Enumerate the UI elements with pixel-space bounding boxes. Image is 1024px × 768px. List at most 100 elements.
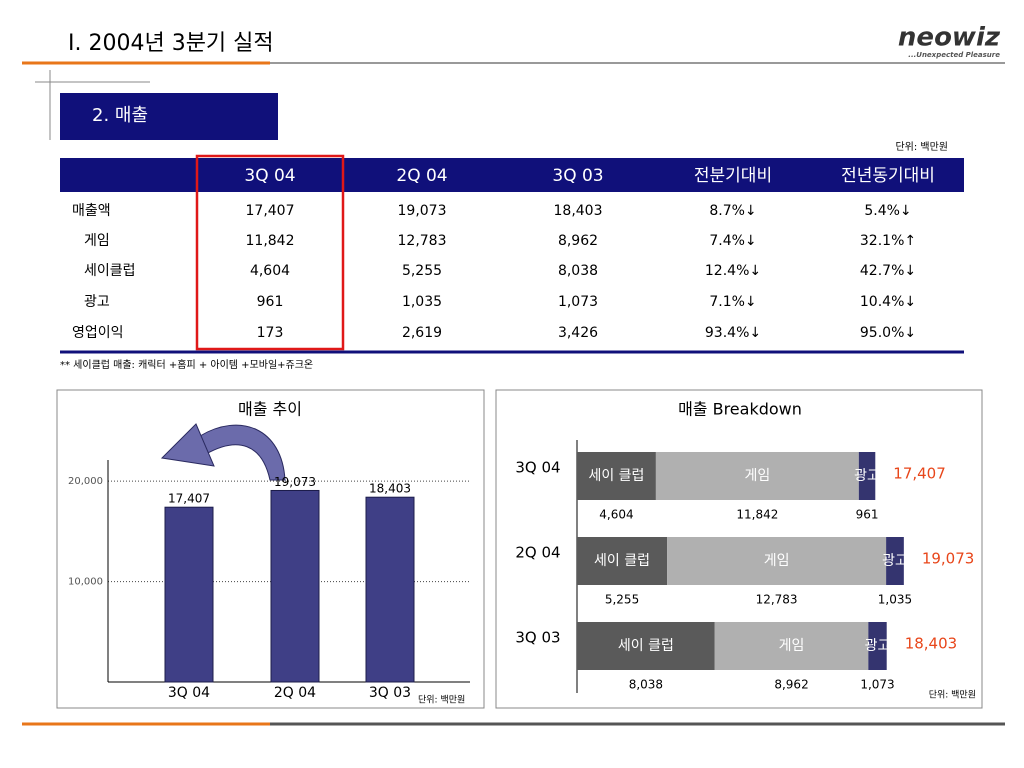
table-cell: 7.1%↓ [709,294,756,310]
chart-frame [495,389,983,709]
y-tick-label: 20,000 [68,476,103,487]
chart-unit: 단위: 백만원 [418,695,465,706]
row-label: 게임 [84,233,110,249]
table-header [60,158,964,192]
table-cell: 5.4%↓ [864,203,911,219]
segment-name: 게임 [764,553,790,569]
table-cell: 3,426 [558,325,598,341]
table-cell: 173 [257,325,284,341]
slide-title: I. 2004년 3분기 실적 [68,31,274,56]
y-tick-label: 2Q 04 [515,544,560,562]
segment-name: 세이 클럽 [594,553,650,569]
segment-value-label: 5,255 [605,593,639,607]
y-tick-label: 3Q 04 [515,459,560,477]
table-cell: 2,619 [402,325,442,341]
x-tick-label: 2Q 04 [274,685,316,701]
table-cell: 10.4%↓ [860,294,916,310]
segment-value-label: 1,035 [878,593,912,607]
bar-segment [714,622,869,670]
table-cell: 961 [257,294,284,310]
segment-value-label: 12,783 [756,593,798,607]
chart-frame [56,389,485,709]
table-cell: 5,255 [402,263,442,279]
section-title: 2. 매출 [92,105,148,126]
table-cell: 1,073 [558,294,598,310]
table-cell: 4,604 [250,263,290,279]
table-cell: 18,403 [554,203,603,219]
segment-name: 광고 [854,468,880,484]
table-cell: 8.7%↓ [709,203,756,219]
x-tick-label: 3Q 03 [369,685,411,701]
segment-name: 광고 [865,638,891,654]
segment-name: 세이 클럽 [618,638,674,654]
column-header: 전년동기대비 [841,166,935,186]
segment-name: 세이 클럽 [588,468,644,484]
bar [270,489,320,683]
segment-value-label: 1,073 [860,678,894,692]
column-header: 전분기대비 [694,166,772,186]
bar-segment [577,452,656,500]
chart-title: 매출 Breakdown [678,400,802,419]
bar-value-label: 19,073 [274,475,316,489]
bar [365,496,415,683]
bar-segment [577,537,668,585]
column-header: 3Q 03 [552,166,603,186]
table-cell: 1,035 [402,294,442,310]
table-cell: 8,038 [558,263,598,279]
logo: neowiz [898,23,1001,53]
segment-value-label: 8,038 [629,678,663,692]
bar-segment [858,452,876,500]
chart-title: 매출 추이 [238,400,302,419]
table-cell: 12,783 [398,233,447,249]
table-note: ** 세이클럽 매출: 캐릭터 +홈피 + 아이템 +모바일+쥬크온 [60,358,313,371]
trend-arrow-head [160,423,215,467]
bar [164,506,214,683]
highlight-box [195,154,345,351]
table-cell: 95.0%↓ [860,325,916,341]
row-label: 매출액 [72,203,111,219]
table-cell: 17,407 [246,203,295,219]
segment-name: 광고 [882,553,908,569]
segment-value-label: 961 [856,508,879,522]
x-tick-label: 3Q 04 [168,685,210,701]
table-cell: 8,962 [558,233,598,249]
table-cell: 42.7%↓ [860,263,916,279]
table-cell: 12.4%↓ [705,263,761,279]
table-cell: 19,073 [398,203,447,219]
row-label: 영업이익 [72,325,124,341]
table-cell: 7.4%↓ [709,233,756,249]
trend-arrow [199,424,286,481]
segment-name: 게임 [779,638,805,654]
table-cell: 93.4%↓ [705,325,761,341]
bar-value-label: 17,407 [168,492,210,506]
row-label: 세이클럽 [84,263,136,279]
segment-value-label: 8,962 [774,678,808,692]
total-label: 19,073 [922,550,975,568]
bar-segment [886,537,904,585]
total-label: 17,407 [893,465,946,483]
segment-value-label: 4,604 [599,508,633,522]
logo-tagline: ...Unexpected Pleasure [908,51,1000,59]
segment-name: 게임 [744,468,770,484]
total-label: 18,403 [905,635,958,653]
y-tick-label: 3Q 03 [515,629,560,647]
table-cell: 11,842 [246,233,295,249]
unit-label: 단위: 백만원 [895,140,948,153]
bar-segment [655,452,859,500]
bar-segment [577,622,715,670]
row-label: 광고 [84,294,110,310]
bar-segment [667,537,887,585]
bar-chart: 10,000 20,000 17,407 3Q 04 19,073 2Q 04 18,403… [68,460,470,701]
y-tick-label: 10,000 [68,577,103,588]
stacked-bar-chart: 3Q 04 세이 클럽 4,604 게임 11,842 광고 961 17,407 2Q 04 세… [515,440,974,693]
column-header: 2Q 04 [396,166,447,186]
chart-unit: 단위: 백만원 [929,690,976,701]
column-header: 3Q 04 [244,166,295,186]
table-cell: 32.1%↑ [860,233,916,249]
segment-value-label: 11,842 [736,508,778,522]
bar-segment [868,622,887,670]
section-box [60,93,278,140]
